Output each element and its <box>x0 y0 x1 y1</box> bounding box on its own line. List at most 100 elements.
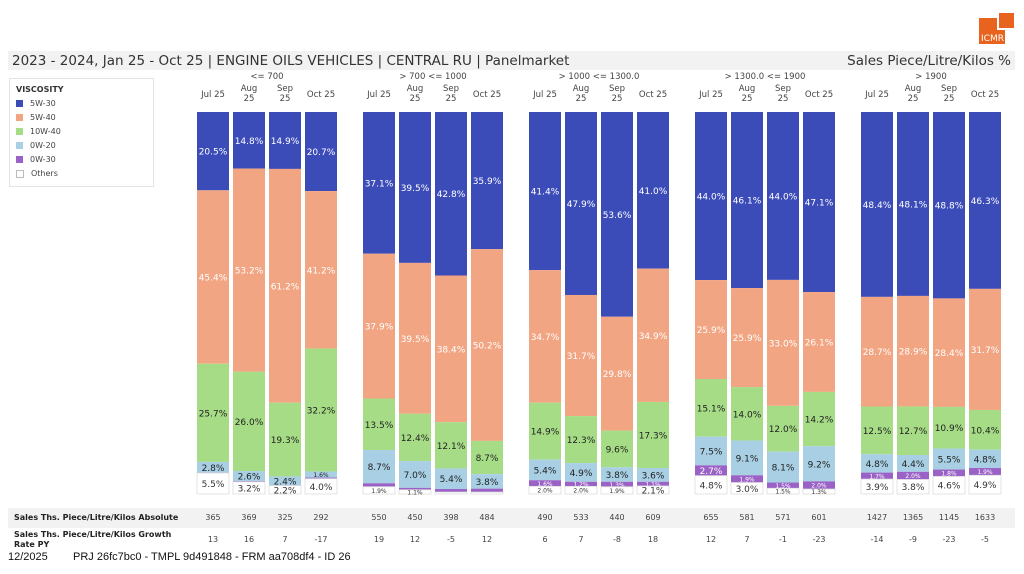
bar-segment <box>471 474 503 489</box>
bar-segment <box>305 477 337 479</box>
data-label: 2.0% <box>811 483 827 490</box>
table-cell: 13 <box>207 535 219 544</box>
bar-segment <box>233 168 265 372</box>
x-tick-label: Aug <box>905 84 922 94</box>
x-tick-label: Jul 25 <box>698 90 723 100</box>
x-tick-label: Oct 25 <box>639 90 667 100</box>
bar-segment <box>637 268 669 402</box>
measure-label: Sales Piece/Litre/Kilos % <box>847 52 1011 69</box>
bar-segment <box>969 288 1001 410</box>
table-cell: 533 <box>573 513 589 522</box>
table-cell: -14 <box>870 535 884 544</box>
legend-item[interactable]: 5W-40 <box>16 113 56 122</box>
bar-segment <box>731 475 763 483</box>
title-bar: 2023 - 2024, Jan 25 - Oct 25 | ENGINE OI… <box>8 51 1015 70</box>
bar-segment <box>766 487 800 495</box>
table-cell: 12 <box>481 535 493 544</box>
table-cell: 1145 <box>938 513 960 522</box>
data-label: 14.9% <box>271 137 300 147</box>
data-label: 19.3% <box>271 436 300 446</box>
x-tick-label: Oct 25 <box>307 90 335 100</box>
table-cell: -23 <box>942 535 956 544</box>
data-label: 1.9% <box>371 488 387 495</box>
data-label: 20.7% <box>307 148 336 158</box>
table-cell: 398 <box>443 513 459 522</box>
bar-segment <box>269 402 301 477</box>
table-row-growth: Sales Ths. Piece/Litre/Kilos Growth Rate … <box>8 528 1015 550</box>
table-cell: 19 <box>373 535 385 544</box>
bar-segment <box>601 481 633 487</box>
bar-segment <box>197 190 229 364</box>
bar-segment <box>767 405 799 452</box>
bar-segment <box>197 112 229 191</box>
bar-segment <box>803 481 835 490</box>
x-tick-label: Aug <box>407 84 424 94</box>
table-cell: 16 <box>243 535 255 544</box>
legend-item[interactable]: 0W-30 <box>16 155 56 164</box>
bar-segment <box>362 486 396 495</box>
bar-segment <box>767 482 799 489</box>
data-label: 34.9% <box>639 332 668 342</box>
data-label: 33.0% <box>769 339 798 349</box>
bar-segment <box>933 448 965 470</box>
bar-segment <box>304 478 338 495</box>
bar-segment <box>435 275 467 423</box>
legend-item[interactable]: 10W-40 <box>16 127 61 136</box>
table-cell: 7 <box>744 535 750 544</box>
bar-segment <box>803 292 835 392</box>
data-label: 34.7% <box>531 333 560 343</box>
data-label: 4.0% <box>310 483 333 493</box>
legend-swatch <box>16 142 23 149</box>
table-cell: 12 <box>705 535 717 544</box>
data-label: 4.8% <box>700 481 723 491</box>
bar-segment <box>471 249 503 441</box>
bar-segment <box>305 348 337 472</box>
x-tick-label: 25 <box>410 94 421 104</box>
table-cell: 6 <box>542 535 548 544</box>
data-label: 4.6% <box>938 482 961 492</box>
bar-segment <box>637 481 669 486</box>
table-cell: 292 <box>313 513 329 522</box>
bar-segment <box>897 406 929 455</box>
data-label: 2.7% <box>700 467 723 477</box>
data-label: 17.3% <box>639 431 668 441</box>
data-label: 35.9% <box>473 177 502 187</box>
data-label: 1.9% <box>977 469 993 476</box>
data-label: 14.2% <box>805 416 834 426</box>
data-label: 3.8% <box>476 478 499 488</box>
legend-item[interactable]: 0W-20 <box>16 141 56 150</box>
legend-item[interactable]: 5W-30 <box>16 99 56 108</box>
data-label: 25.9% <box>733 334 762 344</box>
group-label: > 1000 <= 1300.0 <box>559 72 640 82</box>
bar-segment <box>399 487 431 490</box>
x-tick-label: 25 <box>280 94 291 104</box>
data-label: 12.7% <box>899 427 928 437</box>
legend-label: 0W-30 <box>30 155 56 164</box>
bar-segment <box>695 465 727 476</box>
data-label: 48.4% <box>863 201 892 211</box>
bar-segment <box>897 471 929 480</box>
data-label: 12.4% <box>401 434 430 444</box>
bar-segment <box>565 294 597 417</box>
bar-segment <box>529 480 561 487</box>
table-cell: 490 <box>537 513 553 522</box>
bar-segment <box>363 253 395 399</box>
bar-segment <box>471 488 503 493</box>
legend-item[interactable]: Others <box>16 169 58 178</box>
bar-segment <box>767 112 799 280</box>
data-label: 38.4% <box>437 345 466 355</box>
bar-segment <box>932 476 966 495</box>
bar-segment <box>529 270 561 403</box>
bar-segment <box>233 471 265 482</box>
data-label: 2.6% <box>238 473 261 483</box>
bar-segment <box>767 279 799 406</box>
data-label: 1.3% <box>811 489 827 496</box>
legend: VISCOSITY 5W-30 5W-40 10W-40 0W-20 0W-30… <box>9 78 154 187</box>
legend-swatch <box>16 169 24 178</box>
bar-segment <box>860 478 894 495</box>
bar-segment <box>232 481 266 495</box>
bar-segment <box>897 295 929 407</box>
data-label: 3.6% <box>642 471 665 481</box>
data-label: 42.8% <box>437 190 466 200</box>
x-tick-label: Sep <box>775 84 791 94</box>
